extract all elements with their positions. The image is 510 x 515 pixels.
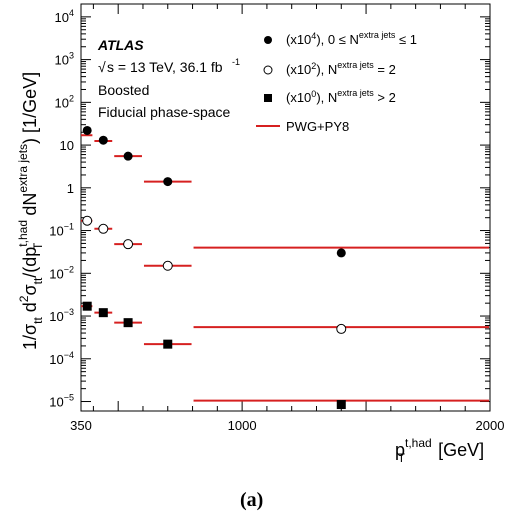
energy-sup: -1	[232, 57, 240, 67]
x-tick-label: 2000	[476, 418, 505, 433]
prediction-layer	[81, 134, 489, 402]
data-point	[123, 318, 133, 328]
legend-entry-3: (x100), Nextra jets > 2	[286, 88, 396, 105]
data-point	[98, 308, 108, 318]
y-tick-label: 104	[55, 8, 74, 25]
data-point	[82, 125, 92, 135]
figure-caption: (a)	[240, 489, 263, 511]
phase-space-label: Fiducial phase-space	[98, 104, 231, 120]
data-point	[336, 248, 346, 258]
y-tick-label: 10−1	[49, 222, 74, 239]
energy-line: √ s = 13 TeV, 36.1 fb -1	[98, 57, 240, 75]
y-tick-label: 10	[60, 138, 74, 153]
data-layer	[82, 125, 347, 410]
legend-marker-open-circle	[263, 65, 273, 75]
data-point	[82, 215, 93, 226]
atlas-label: ATLAS	[97, 37, 144, 53]
data-point	[98, 135, 108, 145]
sqrt-symbol: √	[98, 59, 106, 75]
data-point	[162, 260, 173, 271]
legend-entry-2: (x102), Nextra jets = 2	[286, 60, 396, 77]
data-point	[123, 151, 133, 161]
y-axis-label: 1/σtt d2σtt/(dpt,hadT dNextra jets) [1/G…	[16, 72, 45, 350]
y-tick-label: 10−2	[49, 264, 74, 281]
energy-text: s = 13 TeV, 36.1 fb	[107, 59, 223, 75]
data-point	[163, 177, 173, 187]
y-tick-label: 10−4	[49, 350, 74, 367]
x-tick-label: 1000	[228, 418, 257, 433]
legend-entry-1: (x104), 0 ≤ Nextra jets ≤ 1	[286, 30, 417, 47]
data-point	[82, 301, 92, 311]
plot-frame	[80, 3, 491, 412]
data-point	[336, 323, 347, 334]
region-label: Boosted	[98, 82, 149, 98]
y-tick-label: 10−3	[49, 307, 74, 324]
legend-marker-filled-circle	[264, 36, 272, 44]
legend-marker-filled-square	[264, 94, 272, 102]
y-tick-label: 1	[67, 181, 74, 196]
x-tick-label: 350	[70, 418, 92, 433]
data-point	[336, 400, 346, 410]
x-axis-label: pt,had T [GeV]	[395, 436, 484, 465]
y-tick-label: 103	[55, 51, 74, 68]
data-point	[163, 339, 173, 349]
legend: (x104), 0 ≤ Nextra jets ≤ 1 (x102), Next…	[256, 30, 417, 134]
y-tick-label: 10−5	[49, 393, 74, 410]
y-tick-label: 102	[55, 93, 74, 110]
data-point	[98, 223, 109, 234]
legend-entry-4: PWG+PY8	[286, 119, 349, 134]
data-point	[123, 239, 134, 250]
